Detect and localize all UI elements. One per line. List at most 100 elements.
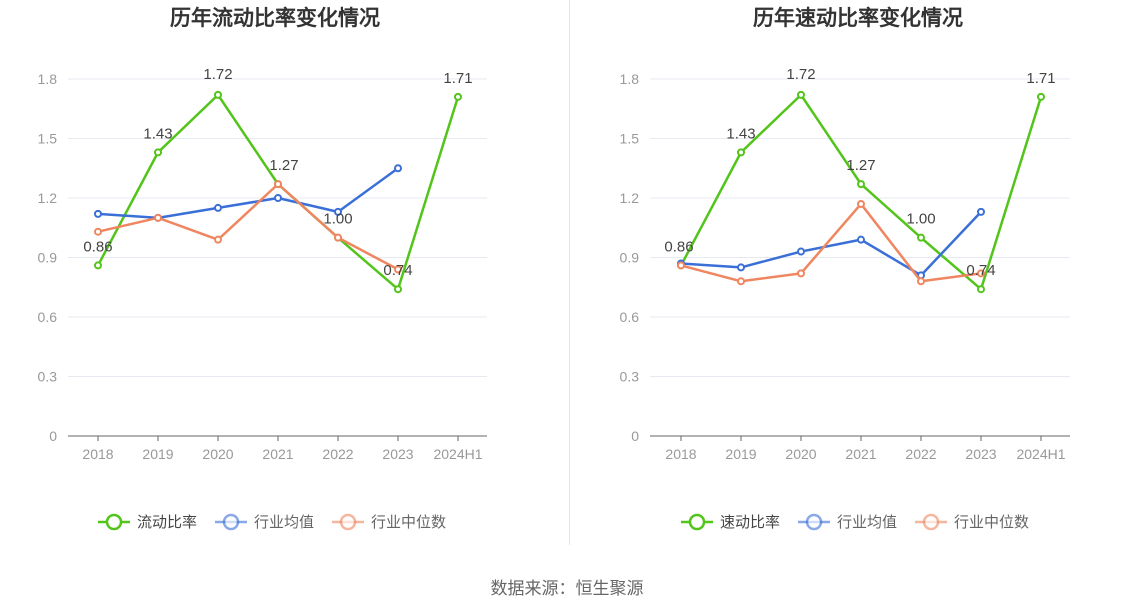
y-tick-label: 0 (631, 428, 639, 444)
legend-item-primary: 速动比率 (681, 513, 780, 531)
data-point-avg (394, 164, 402, 173)
x-tick-label: 2023 (382, 446, 413, 462)
data-point-primary (214, 90, 222, 99)
y-tick-label: 0.3 (38, 369, 58, 385)
x-tick-label: 2023 (965, 446, 996, 462)
data-point-median (977, 269, 985, 278)
legend-label: 行业均值 (837, 513, 897, 531)
data-point-median (94, 227, 102, 236)
data-label: 0.74 (966, 262, 995, 279)
data-point-median (334, 233, 342, 242)
legend-item-avg: 行业均值 (798, 513, 897, 531)
data-point-primary (94, 261, 102, 270)
series-line-avg (680, 211, 982, 277)
x-tick-label: 2020 (202, 446, 233, 462)
legend-item-median: 行业中位数 (915, 513, 1029, 531)
x-tick-label: 2019 (142, 446, 173, 462)
x-tick-label: 2024H1 (1016, 446, 1065, 462)
data-point-median (797, 269, 805, 278)
data-point-median (917, 277, 925, 286)
data-label: 1.71 (443, 70, 472, 87)
data-point-primary (1037, 92, 1045, 101)
x-tick-label: 2018 (82, 446, 113, 462)
data-point-avg (274, 194, 282, 202)
y-tick-label: 1.5 (620, 131, 640, 147)
chart-divider (569, 0, 570, 545)
quick-ratio-chart: 历年速动比率变化情况 0 0.3 0.6 0.9 1.2 1.5 1.8 2018 2019 202… (620, 6, 1070, 531)
legend-label: 行业中位数 (371, 513, 446, 531)
data-point-primary (797, 90, 805, 99)
data-point-avg (857, 235, 865, 244)
data-label: 1.00 (906, 211, 935, 228)
data-point-avg (737, 263, 745, 272)
legend-marker-icon (922, 513, 940, 531)
y-tick-label: 0.6 (620, 309, 640, 325)
current-ratio-chart: 历年流动比率变化情况 0 0.3 0.6 0.9 1.2 1.5 1.8 2018 2019 202… (38, 6, 487, 531)
y-tick-label: 0 (49, 428, 57, 444)
y-tick-label: 0.9 (620, 250, 640, 266)
y-tick-label: 1.5 (38, 131, 58, 147)
data-point-median (394, 265, 402, 274)
data-label: 0.86 (664, 238, 693, 255)
legend-label: 行业中位数 (954, 513, 1029, 531)
data-point-primary (454, 92, 462, 101)
data-point-primary (154, 148, 162, 157)
data-label: 0.86 (83, 238, 112, 255)
data-point-primary (857, 180, 865, 189)
data-label: 0.74 (383, 262, 412, 279)
legend-label: 流动比率 (137, 513, 197, 531)
data-point-median (274, 180, 282, 189)
data-point-avg (797, 247, 805, 256)
data-point-median (154, 213, 162, 222)
legend-label: 行业均值 (254, 513, 314, 531)
data-label: 1.71 (1026, 70, 1055, 87)
series-line-median (97, 182, 399, 271)
data-point-avg (94, 209, 102, 218)
data-point-primary (917, 233, 925, 242)
data-point-primary (737, 148, 745, 157)
x-tick-label: 2022 (322, 446, 353, 462)
y-tick-label: 1.8 (38, 71, 58, 87)
data-point-primary (977, 285, 985, 294)
data-point-primary (394, 285, 402, 294)
data-point-median (677, 261, 685, 270)
data-point-median (214, 235, 222, 244)
data-label: 1.00 (323, 211, 352, 228)
y-tick-label: 1.8 (620, 71, 640, 87)
x-tick-label: 2018 (665, 446, 696, 462)
y-tick-label: 1.2 (620, 190, 640, 206)
data-source-label: 数据来源：恒生聚源 (490, 579, 644, 598)
data-point-median (857, 199, 865, 208)
series-line-primary (679, 93, 1043, 291)
legend-marker-icon (222, 513, 240, 531)
data-label: 1.27 (846, 157, 875, 174)
legend-item-median: 行业中位数 (332, 513, 446, 531)
x-tick-label: 2021 (262, 446, 293, 462)
y-tick-label: 0.9 (38, 250, 58, 266)
chart-title: 历年流动比率变化情况 (170, 6, 380, 30)
data-point-avg (334, 207, 342, 216)
chart-title: 历年速动比率变化情况 (753, 6, 963, 30)
legend-marker-icon (688, 513, 706, 531)
data-point-median (737, 277, 745, 286)
data-label: 1.27 (269, 157, 298, 174)
data-label: 1.43 (143, 125, 172, 142)
data-label: 1.72 (203, 66, 232, 83)
series-line-avg (97, 167, 399, 220)
x-tick-label: 2021 (845, 446, 876, 462)
x-tick-label: 2024H1 (433, 446, 482, 462)
legend-marker-icon (339, 513, 357, 531)
series-line-median (680, 202, 982, 283)
x-tick-label: 2022 (905, 446, 936, 462)
data-point-avg (214, 203, 222, 212)
x-tick-label: 2020 (785, 446, 816, 462)
x-tick-label: 2019 (725, 446, 756, 462)
legend-label: 速动比率 (720, 513, 780, 531)
data-label: 1.72 (786, 66, 815, 83)
series-line-primary (96, 93, 460, 291)
y-tick-label: 0.3 (620, 369, 640, 385)
data-label: 1.43 (726, 125, 755, 142)
legend-item-primary: 流动比率 (98, 513, 197, 531)
legend-marker-icon (805, 513, 823, 531)
